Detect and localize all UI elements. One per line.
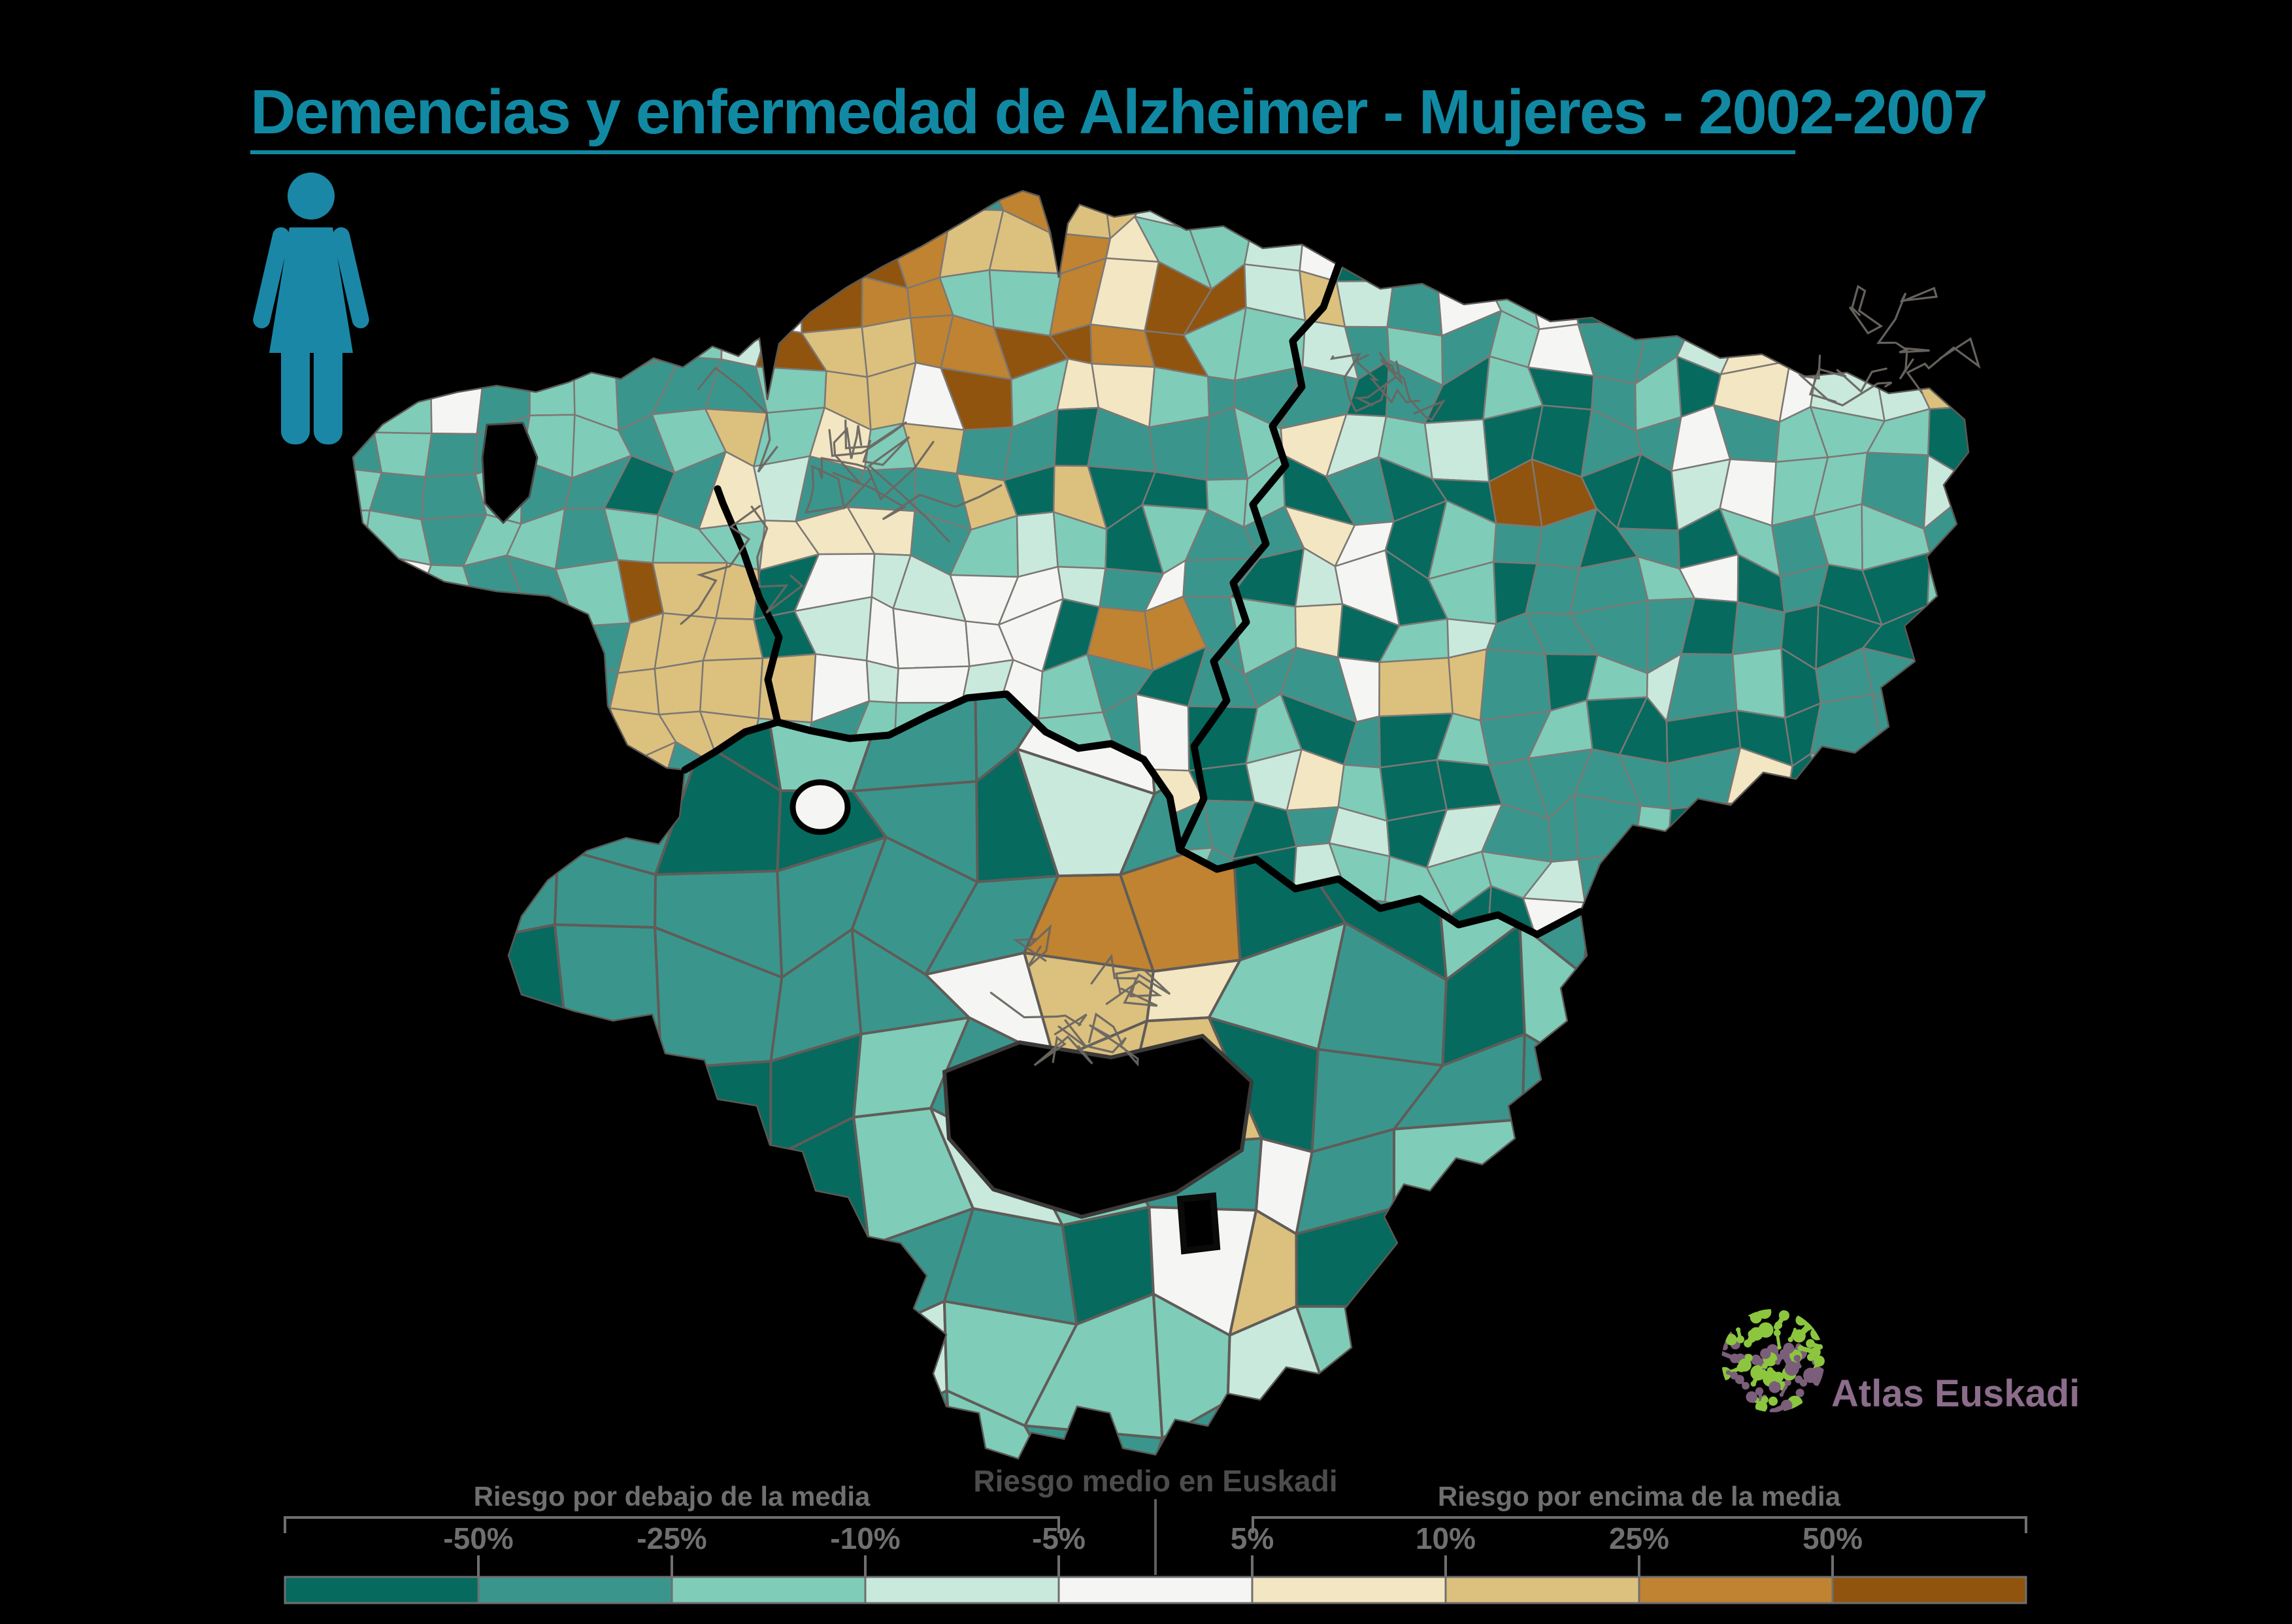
female-icon-head (288, 173, 335, 220)
municipality-cell (1016, 511, 1059, 578)
border-gipuzkoa-alava (1176, 846, 1584, 938)
female-icon-dress (269, 227, 353, 353)
female-icon-left-arm (253, 227, 290, 329)
legend-tick-label: -10% (830, 1521, 900, 1555)
legend-tick-label: -5% (1032, 1521, 1086, 1555)
title-underline (250, 150, 1795, 154)
municipality-cell (1423, 418, 1490, 483)
legend-segment (864, 1576, 1060, 1604)
municipality-cell (424, 433, 478, 478)
legend-segment (1057, 1576, 1254, 1604)
villaverde-enclave-hole (481, 422, 539, 525)
road-network (1329, 352, 1446, 422)
municipality-cell (373, 431, 433, 478)
municipality-cell (1378, 657, 1453, 718)
municipality-cell (1479, 648, 1552, 721)
legend-above-label: Riesgo por encima de la media (1438, 1481, 1841, 1512)
legend-segment (1251, 1576, 1447, 1604)
municipality-cell (699, 657, 764, 720)
legend-tick-label: 10% (1416, 1521, 1476, 1555)
legend-segment (671, 1576, 867, 1604)
municipality-cell (608, 668, 660, 716)
province-borders (681, 261, 1584, 938)
legend-colorbar (284, 1576, 2027, 1604)
municipality-cell (895, 665, 971, 704)
legend-ticks (477, 1555, 1834, 1577)
municipality-cell (1148, 416, 1210, 481)
orduna-exclave (789, 779, 851, 835)
laguardia-enclave-hole (1176, 1192, 1221, 1255)
legend-tick-label: -50% (443, 1521, 513, 1555)
legend-segment (1831, 1576, 2027, 1604)
legend-tick-label: 25% (1609, 1521, 1669, 1555)
legend-segment (1638, 1576, 1834, 1604)
legend-tick-label: 5% (1231, 1521, 1274, 1555)
legend-bracket-above (1252, 1516, 2027, 1533)
legend-segment (1444, 1576, 1640, 1604)
municipality-cell (1731, 647, 1786, 719)
legend-middle-label: Riesgo medio en Euskadi (973, 1464, 1337, 1498)
legend-bracket-below (284, 1516, 1060, 1533)
risk-legend: Riesgo por debajo de la media Riesgo med… (284, 1464, 2027, 1604)
female-icon-right-arm (333, 227, 369, 329)
road-network (989, 924, 1171, 1067)
road-network (680, 366, 1003, 625)
border-alava-wedge (714, 485, 783, 726)
legend-tick-label: -25% (637, 1521, 706, 1555)
female-icon-right-leg (314, 340, 342, 444)
female-icon-left-leg (281, 340, 310, 444)
municipality-cell (654, 659, 705, 716)
page-title: Demencias y enfermedad de Alzheimer - Mu… (250, 77, 1987, 147)
municipality-cell (955, 426, 1014, 482)
municipality-cell (1493, 522, 1543, 565)
legend-tick-labels: -50% -25% -10% -5% 5% 10% 25% 50% (443, 1521, 1863, 1555)
municipality-cell (988, 269, 1062, 337)
legend-tick-label: 50% (1802, 1521, 1863, 1555)
legend-below-label: Riesgo por debajo de la media (474, 1481, 871, 1512)
female-icon (253, 173, 369, 444)
municipality-cell (865, 659, 899, 704)
road-network (1797, 284, 1981, 407)
legend-segment (477, 1576, 673, 1604)
border-bizkaia-gipuzkoa (1176, 261, 1342, 853)
legend-segment (284, 1576, 480, 1604)
atlas-euskadi-logo-text: Atlas Euskadi (1831, 1372, 2080, 1415)
border-bizkaia-alava (681, 690, 1184, 853)
